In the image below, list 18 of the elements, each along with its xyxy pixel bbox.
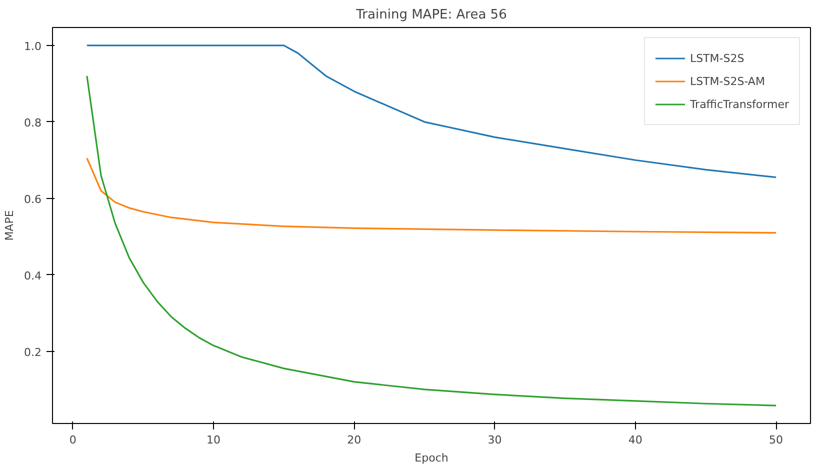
y-tick-label: 0.2 (24, 346, 42, 359)
x-axis-title: Epoch (414, 452, 448, 464)
y-tick-label: 1.0 (24, 40, 42, 53)
legend-label: LSTM-S2S-AM (690, 74, 765, 88)
y-tick-label: 0.4 (24, 269, 42, 282)
y-tick-label: 0.6 (24, 192, 42, 206)
x-tick-label: 40 (628, 434, 642, 446)
x-tick-label: 30 (488, 434, 502, 446)
chart-title: Training MAPE: Area 56 (355, 8, 507, 22)
x-tick-label: 50 (769, 434, 784, 446)
x-tick-label: 20 (347, 434, 362, 446)
x-tick-label: 0 (69, 434, 76, 446)
line-series (86, 157, 777, 234)
y-axis-title: MAPE (3, 210, 16, 241)
legend-label: TrafficTransformer (690, 98, 789, 110)
x-tick-label: 10 (206, 434, 221, 446)
y-tick-label: 0.8 (24, 116, 42, 130)
legend-label: LSTM-S2S (690, 52, 744, 64)
